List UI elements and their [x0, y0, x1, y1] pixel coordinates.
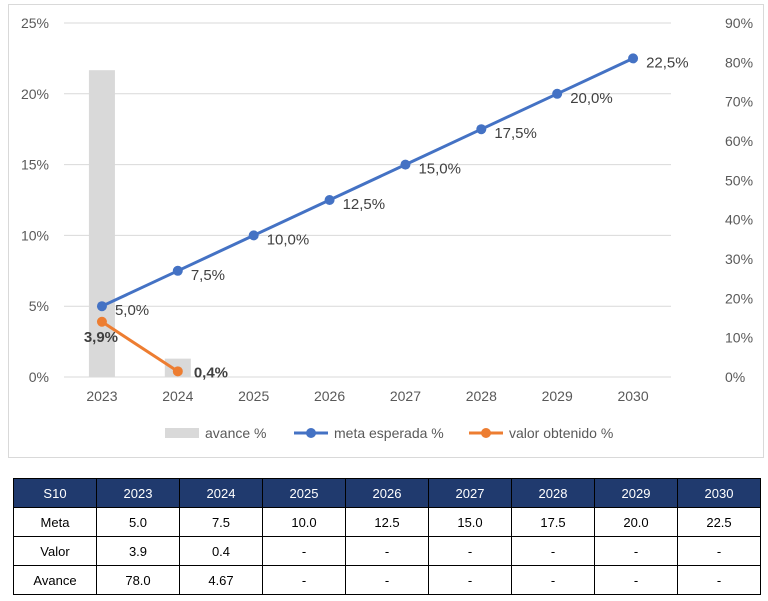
- y-right-tick-label: 10%: [725, 330, 753, 346]
- table-cell: -: [677, 536, 761, 566]
- table-cell: 0.4: [179, 536, 263, 566]
- y-left-tick-label: 15%: [21, 157, 49, 173]
- table-cell: 7.5: [179, 507, 263, 537]
- data-point-meta: [400, 159, 411, 170]
- table-cell: 4.67: [179, 565, 263, 595]
- data-point-meta: [248, 230, 259, 241]
- series-line-meta: [101, 57, 634, 308]
- table-header-cell: S10: [13, 478, 97, 508]
- y-left-tick-label: 5%: [29, 298, 49, 314]
- legend-label: avance %: [205, 425, 266, 441]
- chart-container: 0% 5% 10% 15% 20% 25% 0% 10% 20% 30% 40% 50% 60% 70% 8…: [8, 4, 764, 458]
- table-cell: -: [262, 565, 346, 595]
- x-tick-label: 2024: [162, 388, 193, 404]
- legend-marker-meta: [306, 428, 316, 438]
- y-right-tick-label: 90%: [725, 15, 753, 31]
- x-tick-label: 2025: [238, 388, 269, 404]
- table-cell: 15.0: [428, 507, 512, 537]
- table-cell: 20.0: [594, 507, 678, 537]
- table-cell: Avance: [13, 565, 97, 595]
- table-row: Valor 3.9 0.4 - - - - - -: [13, 536, 761, 566]
- data-label-valor: 3,9%: [84, 329, 118, 346]
- data-point-meta: [324, 195, 335, 205]
- table-header-cell: 2029: [594, 478, 678, 508]
- table-cell: -: [594, 565, 678, 595]
- data-label-meta: 10,0%: [267, 231, 310, 248]
- table-row: Avance 78.0 4.67 - - - - - -: [13, 565, 761, 595]
- table-header-cell: 2027: [428, 478, 512, 508]
- table-cell: 17.5: [511, 507, 595, 537]
- table-cell: -: [511, 565, 595, 595]
- table-header-cell: 2028: [511, 478, 595, 508]
- table-cell: 3.9: [96, 536, 180, 566]
- data-point-valor: [96, 316, 107, 327]
- y-right-tick-label: 60%: [725, 133, 753, 149]
- table-cell: Meta: [13, 507, 97, 537]
- data-label-meta: 17,5%: [494, 125, 537, 142]
- x-tick-label: 2027: [390, 388, 421, 404]
- table-header-cell: 2024: [179, 478, 263, 508]
- data-label-meta: 22,5%: [646, 54, 689, 71]
- table-cell: -: [262, 536, 346, 566]
- x-tick-label: 2023: [86, 388, 117, 404]
- table-cell: 12.5: [345, 507, 429, 537]
- y-right-tick-label: 80%: [725, 54, 753, 70]
- y-left-tick-label: 10%: [21, 227, 49, 243]
- y-left-tick-label: 0%: [29, 369, 49, 385]
- data-label-valor: 0,4%: [194, 364, 228, 381]
- y-right-tick-label: 0%: [725, 369, 745, 385]
- legend-label: valor obtenido %: [509, 425, 613, 441]
- table-cell: -: [511, 536, 595, 566]
- x-tick-label: 2030: [617, 388, 648, 404]
- table-header-cell: 2026: [345, 478, 429, 508]
- series-line-valor: [101, 320, 179, 373]
- data-label-meta: 12,5%: [343, 196, 386, 213]
- table-header-row: S10 2023 2024 2025 2026 2027 2028 2029 2…: [13, 478, 761, 508]
- table-header-cell: 2025: [262, 478, 346, 508]
- x-tick-label: 2029: [542, 388, 573, 404]
- data-label-meta: 20,0%: [570, 90, 613, 107]
- legend-marker-valor: [481, 428, 491, 438]
- legend-swatch-bar: [165, 428, 199, 438]
- table-cell: 78.0: [96, 565, 180, 595]
- y-right-tick-label: 50%: [725, 172, 753, 188]
- y-right-tick-label: 40%: [725, 212, 753, 228]
- y-left-tick-label: 25%: [21, 15, 49, 31]
- table-cell: Valor: [13, 536, 97, 566]
- x-tick-label: 2028: [466, 388, 497, 404]
- y-left-tick-label: 20%: [21, 86, 49, 102]
- data-table: S10 2023 2024 2025 2026 2027 2028 2029 2…: [13, 478, 761, 595]
- table-header-cell: 2030: [677, 478, 761, 508]
- table-row: Meta 5.0 7.5 10.0 12.5 15.0 17.5 20.0 22…: [13, 507, 761, 537]
- table-cell: -: [677, 565, 761, 595]
- data-point-valor: [172, 366, 183, 377]
- y-right-tick-label: 30%: [725, 251, 753, 267]
- table-cell: 5.0: [96, 507, 180, 537]
- legend-label: meta esperada %: [334, 425, 444, 441]
- data-label-meta: 5,0%: [115, 302, 149, 319]
- table-cell: -: [594, 536, 678, 566]
- y-right-tick-label: 70%: [725, 94, 753, 110]
- data-point-meta: [96, 301, 107, 312]
- table-cell: 10.0: [262, 507, 346, 537]
- table-cell: -: [428, 536, 512, 566]
- table-cell: -: [428, 565, 512, 595]
- data-point-meta: [476, 124, 487, 135]
- data-label-meta: 7,5%: [191, 267, 225, 284]
- data-point-meta: [628, 53, 639, 64]
- data-label-meta: 15,0%: [418, 161, 461, 178]
- data-point-meta: [552, 88, 563, 99]
- table-header-cell: 2023: [96, 478, 180, 508]
- table-cell: 22.5: [677, 507, 761, 537]
- y-right-tick-label: 20%: [725, 290, 753, 306]
- table-cell: -: [345, 536, 429, 566]
- table-cell: -: [345, 565, 429, 595]
- combo-chart: 0% 5% 10% 15% 20% 25% 0% 10% 20% 30% 40% 50% 60% 70% 8…: [21, 15, 753, 441]
- data-point-meta: [172, 265, 183, 276]
- x-tick-label: 2026: [314, 388, 345, 404]
